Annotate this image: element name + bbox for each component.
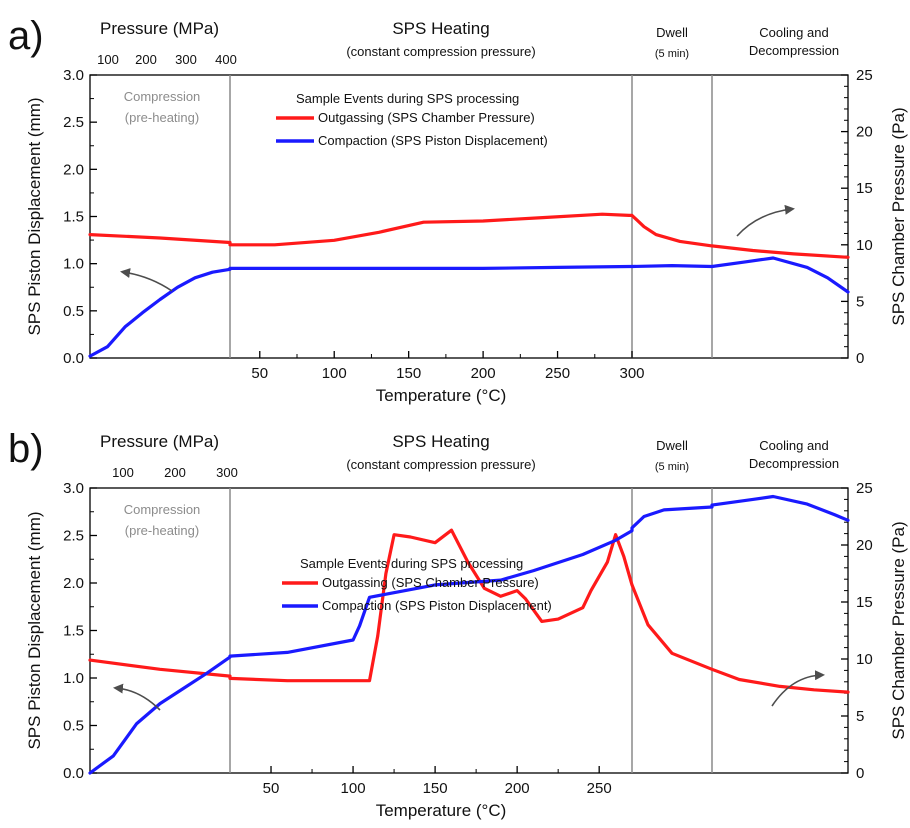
- heating-title: SPS Heating: [392, 19, 489, 38]
- pressure-tick-label: 200: [135, 52, 157, 67]
- cooling-title-line2: Decompression: [749, 456, 839, 471]
- pressure-title: Pressure (MPa): [100, 19, 219, 38]
- x-tick-label: 100: [341, 780, 366, 797]
- compression-label-line2: (pre-heating): [125, 523, 199, 538]
- left-tick-label: 2.0: [63, 575, 84, 592]
- heating-subtitle: (constant compression pressure): [346, 44, 535, 59]
- legend-entry-outgassing: Outgassing (SPS Chamber Pressure): [318, 110, 535, 125]
- heating-subtitle: (constant compression pressure): [346, 457, 535, 472]
- series-compaction-line: [88, 494, 850, 775]
- x-tick-label: 250: [545, 365, 570, 382]
- left-axis-label: SPS Piston Displacement (mm): [25, 97, 44, 335]
- right-tick-label: 20: [856, 124, 873, 141]
- left-tick-label: 3.0: [63, 67, 84, 84]
- panel-a: a) Pressure (MPa) SPS Heating (constant com…: [8, 14, 908, 405]
- series-compaction-line: [88, 256, 850, 358]
- left-axis-arrow: [113, 683, 161, 711]
- left-tick-label: 1.5: [63, 623, 84, 640]
- left-tick-label: 0.0: [63, 350, 84, 367]
- plot-frame: [89, 487, 849, 774]
- series-outgassing-line: [88, 528, 850, 694]
- heating-title: SPS Heating: [392, 432, 489, 451]
- legend-entry-compaction: Compaction (SPS Piston Displacement): [322, 598, 552, 613]
- right-tick-label: 0: [856, 350, 864, 367]
- left-tick-label: 1.5: [63, 209, 84, 226]
- legend-title: Sample Events during SPS processing: [300, 556, 523, 571]
- cooling-title-line2: Decompression: [749, 43, 839, 58]
- x-axis-label: Temperature (°C): [376, 386, 507, 405]
- series-outgassing-line: [88, 212, 850, 259]
- x-tick-label: 100: [322, 365, 347, 382]
- x-tick-label: 150: [423, 780, 448, 797]
- x-tick-label: 50: [263, 780, 280, 797]
- pressure-tick-label: 200: [164, 465, 186, 480]
- pressure-tick-label: 400: [215, 52, 237, 67]
- dwell-title: Dwell: [656, 25, 688, 40]
- legend-title: Sample Events during SPS processing: [296, 91, 519, 106]
- x-tick-label: 200: [471, 365, 496, 382]
- panel-letter: a): [8, 14, 44, 58]
- left-tick-label: 1.0: [63, 256, 84, 273]
- dwell-subtitle: (5 min): [655, 461, 689, 473]
- legend-entry-compaction: Compaction (SPS Piston Displacement): [318, 133, 548, 148]
- dwell-subtitle: (5 min): [655, 48, 689, 60]
- left-tick-label: 2.5: [63, 114, 84, 131]
- right-tick-label: 10: [856, 237, 873, 254]
- x-tick-label: 50: [251, 365, 268, 382]
- left-tick-label: 2.5: [63, 528, 84, 545]
- left-tick-label: 0.5: [63, 303, 84, 320]
- left-tick-label: 1.0: [63, 670, 84, 687]
- dwell-title: Dwell: [656, 438, 688, 453]
- right-tick-label: 15: [856, 594, 873, 611]
- right-axis-label: SPS Chamber Pressure (Pa): [889, 521, 908, 739]
- x-tick-label: 200: [505, 780, 530, 797]
- cooling-title: Cooling and: [759, 438, 828, 453]
- left-axis-arrow: [120, 268, 173, 292]
- x-tick-label: 300: [619, 365, 644, 382]
- right-axis-arrow: [771, 670, 825, 707]
- compression-label: Compression: [124, 89, 201, 104]
- right-tick-label: 20: [856, 537, 873, 554]
- right-tick-label: 5: [856, 293, 864, 310]
- panel-b: b) Pressure (MPa) SPS Heating (constant com…: [8, 427, 908, 820]
- right-tick-label: 10: [856, 651, 873, 668]
- compression-label-line2: (pre-heating): [125, 110, 199, 125]
- right-tick-label: 15: [856, 180, 873, 197]
- left-tick-label: 2.0: [63, 161, 84, 178]
- panel-letter: b): [8, 427, 44, 471]
- pressure-tick-label: 100: [97, 52, 119, 67]
- compression-label: Compression: [124, 502, 201, 517]
- x-tick-label: 250: [587, 780, 612, 797]
- left-tick-label: 0.5: [63, 718, 84, 735]
- left-tick-label: 3.0: [63, 480, 84, 497]
- x-axis-label: Temperature (°C): [376, 801, 507, 820]
- x-tick-label: 150: [396, 365, 421, 382]
- right-axis-label: SPS Chamber Pressure (Pa): [889, 107, 908, 325]
- pressure-tick-label: 300: [175, 52, 197, 67]
- pressure-tick-label: 300: [216, 465, 238, 480]
- right-tick-label: 5: [856, 708, 864, 725]
- left-tick-label: 0.0: [63, 765, 84, 782]
- right-axis-arrow: [736, 204, 795, 237]
- cooling-title: Cooling and: [759, 25, 828, 40]
- left-axis-label: SPS Piston Displacement (mm): [25, 511, 44, 749]
- right-tick-label: 0: [856, 765, 864, 782]
- legend-entry-outgassing: Outgassing (SPS Chamber Pressure): [322, 575, 539, 590]
- pressure-tick-label: 100: [112, 465, 134, 480]
- right-tick-label: 25: [856, 67, 873, 84]
- right-tick-label: 25: [856, 480, 873, 497]
- pressure-title: Pressure (MPa): [100, 432, 219, 451]
